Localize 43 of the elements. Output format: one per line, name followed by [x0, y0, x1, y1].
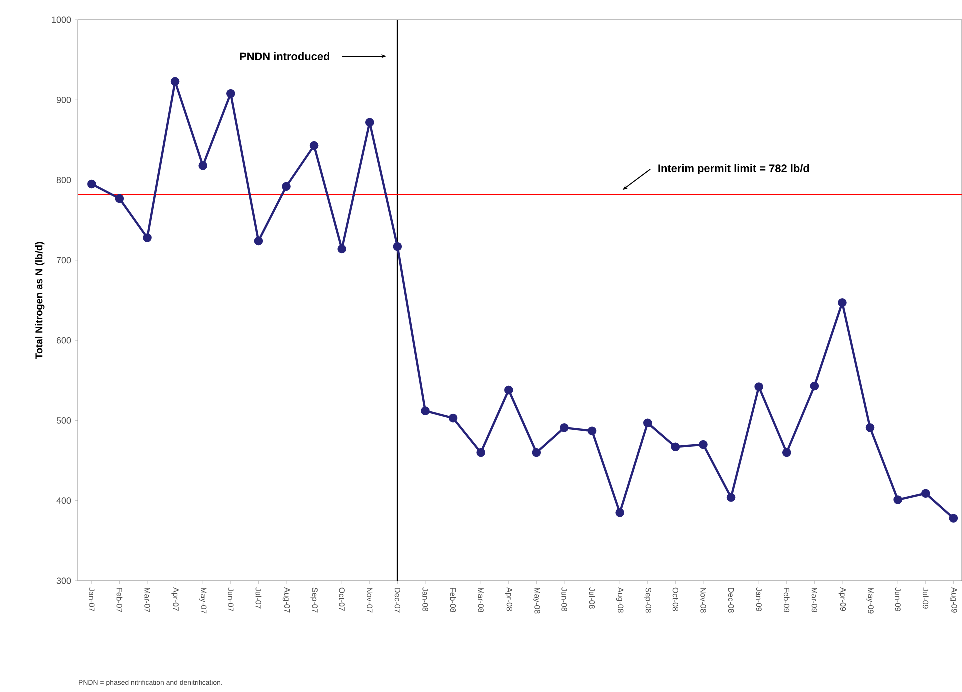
y-tick-label: 600 — [56, 337, 72, 344]
point — [88, 180, 96, 189]
point — [143, 234, 152, 242]
point — [115, 194, 124, 204]
point — [532, 448, 542, 458]
point — [338, 244, 346, 254]
y-axis-title: Total Nitrogen as N (lb/d) — [35, 242, 45, 360]
point — [754, 382, 764, 392]
point — [560, 424, 569, 432]
y-tick-label: 900 — [56, 96, 72, 104]
point — [866, 424, 875, 432]
point — [448, 414, 458, 423]
y-tick-label: 300 — [56, 578, 72, 584]
point — [616, 508, 624, 518]
point — [421, 406, 430, 416]
point — [504, 386, 514, 395]
point — [365, 118, 374, 127]
point — [782, 448, 792, 458]
y-tick-label: 700 — [56, 257, 72, 264]
point — [699, 440, 708, 450]
point — [393, 242, 402, 252]
point — [671, 442, 680, 452]
point — [838, 298, 847, 308]
point — [921, 489, 930, 498]
point — [949, 514, 958, 523]
point — [310, 141, 319, 150]
y-tick-label: 800 — [56, 177, 72, 184]
point — [726, 493, 736, 502]
point — [282, 182, 291, 192]
point — [588, 426, 597, 436]
point — [476, 448, 486, 458]
ref-line-label: PNDN introduced — [240, 52, 330, 60]
y-tick-label: 500 — [56, 418, 72, 424]
point — [254, 236, 264, 246]
point — [226, 89, 236, 98]
point — [170, 77, 180, 86]
point — [810, 382, 820, 391]
y-tick-label: 1000 — [52, 16, 72, 24]
point — [894, 496, 902, 504]
ref-line-label: Interim permit limit = 782 lb/d — [658, 164, 810, 175]
y-tick-label: 400 — [56, 498, 72, 504]
point — [643, 418, 652, 428]
point — [198, 161, 208, 170]
